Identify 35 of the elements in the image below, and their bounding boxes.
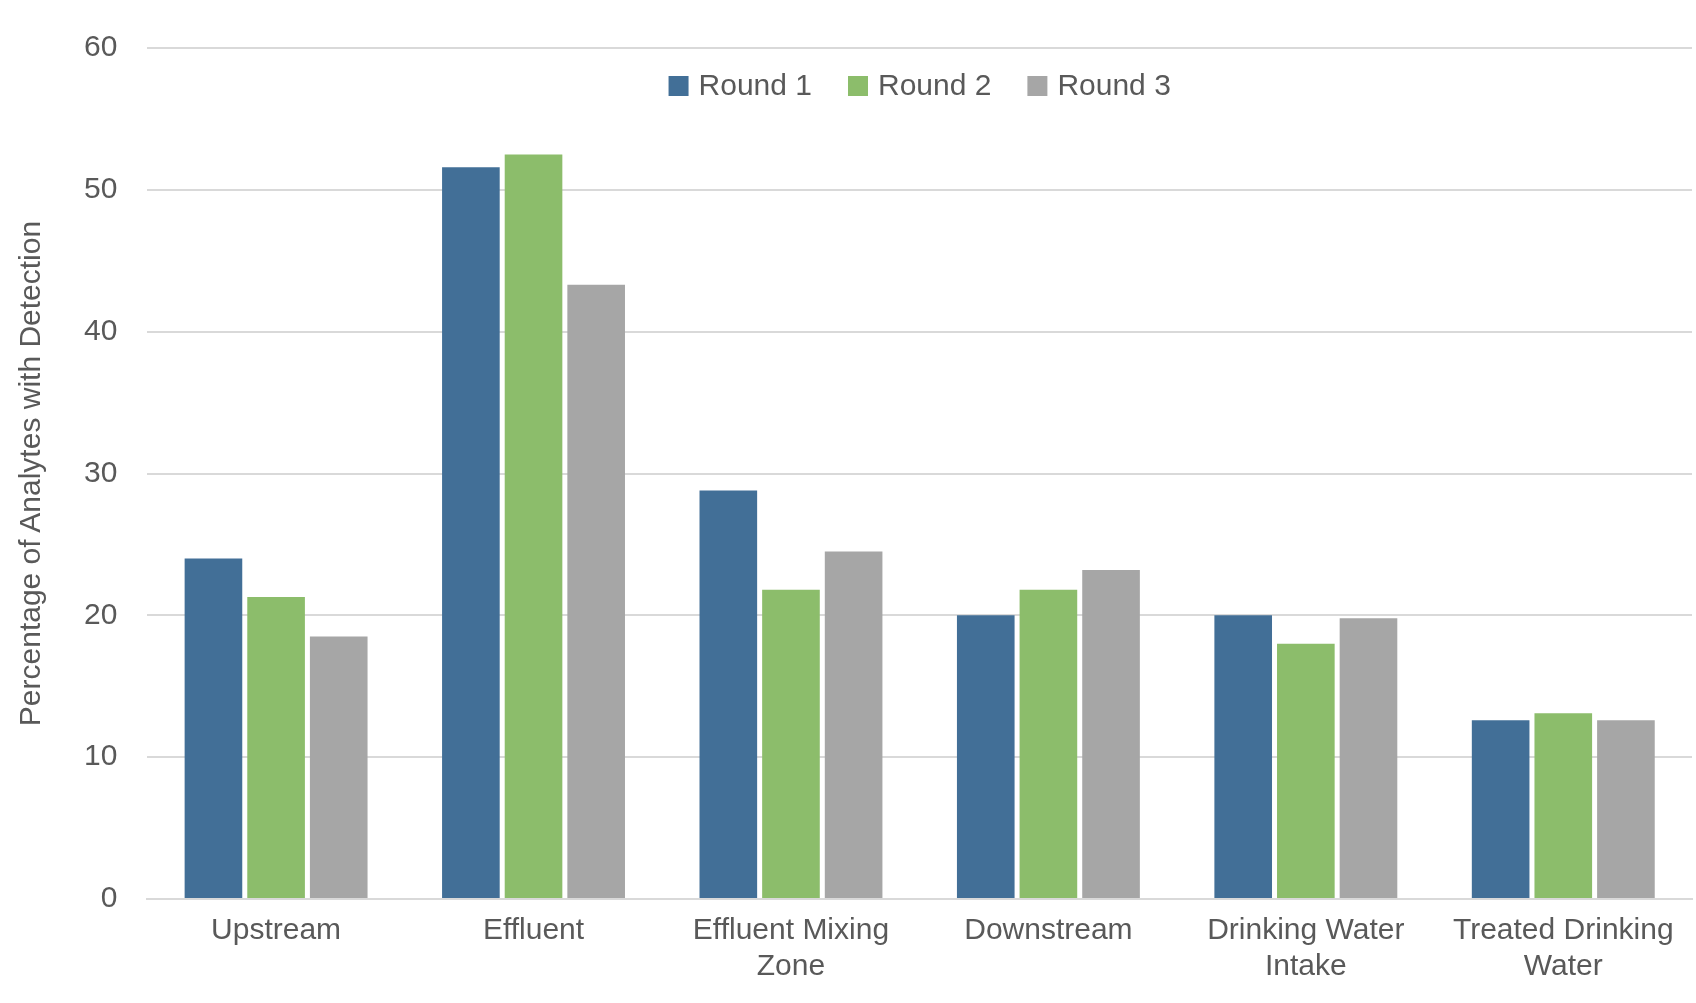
x-tick-label: Downstream	[964, 912, 1133, 946]
y-tick-label: 20	[83, 596, 118, 630]
x-tick-label: Treated Drinking Water	[1452, 912, 1674, 982]
bar	[1082, 569, 1140, 898]
bar	[762, 589, 820, 898]
legend-label: Round 3	[1057, 68, 1171, 102]
y-tick-label: 60	[83, 29, 118, 63]
bar	[1534, 713, 1593, 898]
y-tick-label: 30	[83, 454, 118, 488]
x-tick-label: Effluent	[482, 912, 585, 946]
bar	[824, 551, 883, 898]
y-tick-label: 50	[83, 171, 118, 205]
bar	[567, 284, 625, 898]
bar	[504, 154, 563, 898]
bar	[1277, 643, 1335, 898]
x-tick-label: Upstream	[211, 912, 342, 946]
bar	[442, 167, 500, 898]
y-axis-title: Percentage of Analytes with Detection	[13, 220, 47, 727]
bar	[699, 490, 758, 898]
bar	[184, 558, 243, 898]
bar	[1019, 589, 1078, 898]
legend-label: Round 2	[877, 68, 992, 102]
bar	[247, 596, 305, 898]
bar	[309, 636, 368, 898]
bar	[1597, 720, 1655, 898]
bar	[1214, 615, 1273, 898]
bar	[956, 615, 1015, 898]
x-tick-label: Drinking Water Intake	[1207, 912, 1405, 982]
y-tick-label: 0	[100, 880, 118, 914]
y-tick-label: 10	[83, 738, 118, 772]
y-tick-label: 40	[83, 312, 118, 346]
bar	[1471, 720, 1530, 898]
bar	[1339, 618, 1398, 898]
x-tick-label: Effluent Mixing Zone	[692, 912, 890, 982]
legend-label: Round 1	[698, 68, 812, 102]
